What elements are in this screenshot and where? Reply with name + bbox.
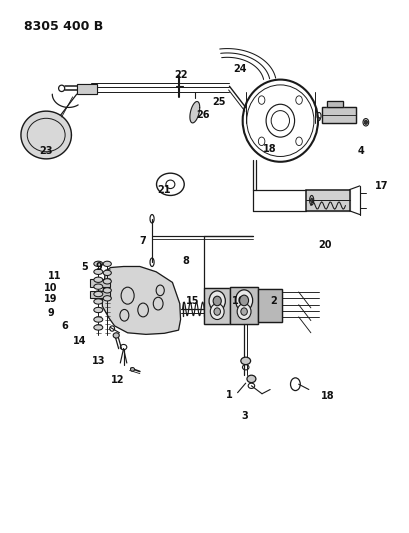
Polygon shape bbox=[326, 101, 343, 108]
Ellipse shape bbox=[310, 198, 312, 203]
Ellipse shape bbox=[94, 269, 103, 274]
Bar bbox=[305, 190, 349, 211]
Ellipse shape bbox=[103, 288, 111, 293]
Text: 11: 11 bbox=[47, 271, 61, 281]
Bar bbox=[230, 287, 257, 324]
Polygon shape bbox=[305, 190, 349, 211]
Ellipse shape bbox=[94, 325, 103, 330]
Bar bbox=[76, 84, 97, 94]
Ellipse shape bbox=[240, 357, 250, 365]
Ellipse shape bbox=[239, 295, 248, 306]
Text: 1: 1 bbox=[225, 390, 232, 400]
Ellipse shape bbox=[94, 277, 103, 282]
Text: 5: 5 bbox=[81, 262, 88, 271]
Ellipse shape bbox=[213, 296, 221, 306]
Polygon shape bbox=[321, 108, 355, 123]
Polygon shape bbox=[204, 288, 230, 324]
Text: 13: 13 bbox=[92, 356, 106, 366]
Bar bbox=[257, 289, 282, 322]
Ellipse shape bbox=[130, 368, 134, 371]
Circle shape bbox=[363, 120, 366, 124]
Ellipse shape bbox=[94, 299, 103, 304]
Polygon shape bbox=[21, 111, 71, 159]
Bar bbox=[326, 101, 343, 108]
Polygon shape bbox=[76, 84, 97, 94]
Ellipse shape bbox=[240, 308, 247, 316]
Ellipse shape bbox=[94, 308, 103, 313]
Text: 20: 20 bbox=[318, 240, 331, 251]
Text: 25: 25 bbox=[212, 97, 225, 107]
Ellipse shape bbox=[103, 279, 111, 284]
Ellipse shape bbox=[103, 261, 111, 266]
Text: 23: 23 bbox=[39, 146, 53, 156]
Text: 19: 19 bbox=[44, 294, 58, 304]
Text: 16: 16 bbox=[231, 296, 245, 306]
Ellipse shape bbox=[317, 117, 319, 120]
Ellipse shape bbox=[113, 333, 119, 338]
Bar bbox=[90, 291, 110, 298]
Text: 18: 18 bbox=[263, 144, 276, 154]
Polygon shape bbox=[189, 101, 199, 123]
Text: 6: 6 bbox=[61, 321, 68, 331]
Text: 9: 9 bbox=[96, 262, 102, 271]
Ellipse shape bbox=[94, 292, 103, 297]
Ellipse shape bbox=[103, 296, 111, 301]
Ellipse shape bbox=[236, 304, 250, 319]
Text: 26: 26 bbox=[196, 110, 209, 120]
Text: 2: 2 bbox=[270, 296, 276, 306]
Ellipse shape bbox=[213, 308, 220, 316]
Text: 3: 3 bbox=[241, 411, 248, 421]
Text: 18: 18 bbox=[320, 391, 334, 401]
Text: 24: 24 bbox=[232, 64, 246, 74]
Polygon shape bbox=[257, 289, 282, 322]
Text: 9: 9 bbox=[47, 308, 54, 318]
Ellipse shape bbox=[210, 304, 224, 319]
Text: 22: 22 bbox=[173, 70, 187, 79]
Ellipse shape bbox=[103, 270, 111, 276]
Ellipse shape bbox=[246, 375, 255, 383]
Text: 10: 10 bbox=[44, 282, 58, 293]
Ellipse shape bbox=[209, 291, 225, 311]
Text: 4: 4 bbox=[356, 146, 363, 156]
Text: 15: 15 bbox=[186, 296, 199, 306]
Polygon shape bbox=[230, 287, 257, 324]
Text: 21: 21 bbox=[157, 184, 171, 195]
Polygon shape bbox=[102, 266, 180, 334]
Text: 8: 8 bbox=[182, 256, 189, 266]
Ellipse shape bbox=[94, 284, 103, 289]
Bar bbox=[204, 288, 230, 324]
Text: 14: 14 bbox=[73, 336, 86, 346]
Bar bbox=[321, 108, 355, 123]
Ellipse shape bbox=[235, 290, 252, 311]
Text: 17: 17 bbox=[375, 181, 388, 191]
Text: 7: 7 bbox=[139, 236, 146, 246]
Text: 12: 12 bbox=[110, 375, 124, 385]
Text: 8305 400 B: 8305 400 B bbox=[24, 20, 103, 33]
Ellipse shape bbox=[94, 317, 103, 322]
Ellipse shape bbox=[94, 261, 103, 266]
Bar bbox=[90, 279, 110, 287]
